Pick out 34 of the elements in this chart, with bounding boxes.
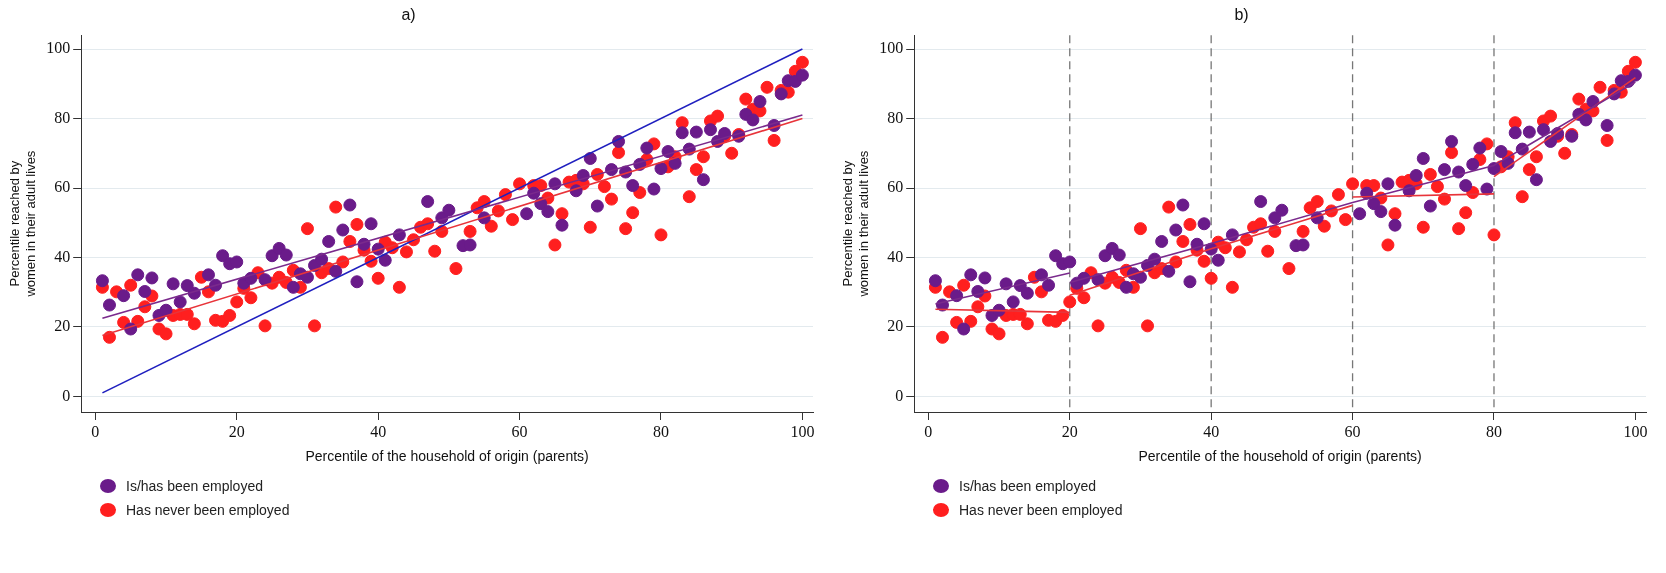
x-tick-label: 100 — [790, 422, 815, 440]
y-tick-label: 100 — [879, 39, 904, 57]
x-tick-label: 0 — [924, 422, 933, 440]
legend-label: Is/has been employed — [959, 478, 1096, 494]
y-tick-label: 80 — [54, 108, 71, 126]
legend-label: Has never been employed — [126, 502, 290, 518]
y-tick-label: 20 — [54, 317, 71, 335]
legend-label: Is/has been employed — [126, 478, 263, 494]
y-tick-label: 20 — [887, 317, 904, 335]
x-tick-label: 40 — [370, 422, 387, 440]
x-tick-label: 60 — [1344, 422, 1361, 440]
x-tick-label: 100 — [1623, 422, 1648, 440]
x-tick-label: 80 — [1485, 422, 1502, 440]
chart-title: a) — [401, 6, 416, 24]
y-tick-label: 40 — [54, 247, 71, 265]
y-axis-title: Percentile reached by women in their adult lives — [840, 150, 871, 298]
y-tick-label: 0 — [62, 386, 71, 404]
x-tick-label: 40 — [1203, 422, 1220, 440]
x-axis-title: Percentile of the household of origin (parents) — [305, 448, 589, 465]
x-tick-label: 0 — [91, 422, 100, 440]
y-tick-label: 80 — [887, 108, 904, 126]
y-tick-label: 0 — [895, 386, 904, 404]
y-axis-title: Percentile reached by women in their adult lives — [7, 150, 38, 298]
y-tick-label: 60 — [887, 178, 904, 196]
x-axis-title: Percentile of the household of origin (parents) — [1138, 448, 1422, 465]
legend-label: Has never been employed — [959, 502, 1123, 518]
x-tick-label: 60 — [511, 422, 528, 440]
y-tick-label: 40 — [887, 247, 904, 265]
x-tick-label: 20 — [1061, 422, 1078, 440]
x-tick-label: 80 — [652, 422, 669, 440]
y-tick-label: 60 — [54, 178, 71, 196]
y-tick-label: 100 — [46, 39, 71, 57]
x-tick-label: 20 — [228, 422, 245, 440]
chart-title: b) — [1234, 6, 1249, 24]
